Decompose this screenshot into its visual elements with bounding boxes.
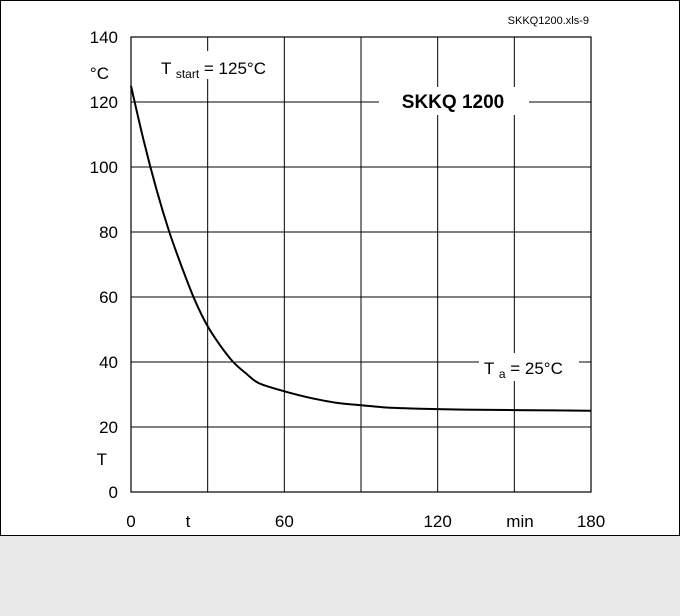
title-backdrop <box>379 87 529 115</box>
t-start-backdrop <box>153 51 283 79</box>
y-tick-labels: 0 20 40 60 80 100 120 140 <box>90 28 118 502</box>
chart-frame: SKKQ1200.xls-9 0 20 40 60 80 100 120 140 0 60 120… <box>0 0 680 536</box>
y-tick-label: 100 <box>90 158 118 177</box>
cooling-curve-line <box>130 85 592 412</box>
chart-title: SKKQ 1200 <box>402 92 504 113</box>
x-tick-label: 180 <box>577 512 605 531</box>
plot-area-border <box>130 36 592 493</box>
t-a-symbol: T <box>484 359 494 378</box>
x-tick-labels: 0 60 120 180 <box>126 512 605 531</box>
x-tick-label: 120 <box>423 512 451 531</box>
y-tick-label: 20 <box>99 418 118 437</box>
t-start-value: = 125°C <box>204 59 266 78</box>
y-tick-label: 60 <box>99 288 118 307</box>
t-a-backdrop <box>479 353 579 381</box>
y-axis-unit: °C <box>90 64 109 83</box>
footer-band <box>0 536 680 616</box>
grid-lines <box>131 37 591 492</box>
t-start-symbol: T <box>161 59 171 78</box>
y-tick-label: 0 <box>109 483 118 502</box>
y-tick-label: 120 <box>90 93 118 112</box>
x-axis-unit: min <box>506 512 533 531</box>
t-start-subscript: start <box>176 67 200 81</box>
y-axis-symbol: T <box>97 450 107 469</box>
cooling-curve-chart: SKKQ1200.xls-9 0 20 40 60 80 100 120 140 0 60 120… <box>90 15 606 531</box>
file-label: SKKQ1200.xls-9 <box>508 15 589 27</box>
y-tick-label: 140 <box>90 28 118 47</box>
t-a-value: = 25°C <box>510 359 563 378</box>
t-start-annotation: T start = 125°C <box>161 59 266 82</box>
x-axis-symbol: t <box>186 512 191 531</box>
y-tick-label: 40 <box>99 353 118 372</box>
x-tick-label: 60 <box>275 512 294 531</box>
x-tick-label: 0 <box>126 512 135 531</box>
t-a-subscript: a <box>499 367 506 381</box>
y-tick-label: 80 <box>99 223 118 242</box>
t-a-annotation: T a = 25°C <box>484 359 563 382</box>
